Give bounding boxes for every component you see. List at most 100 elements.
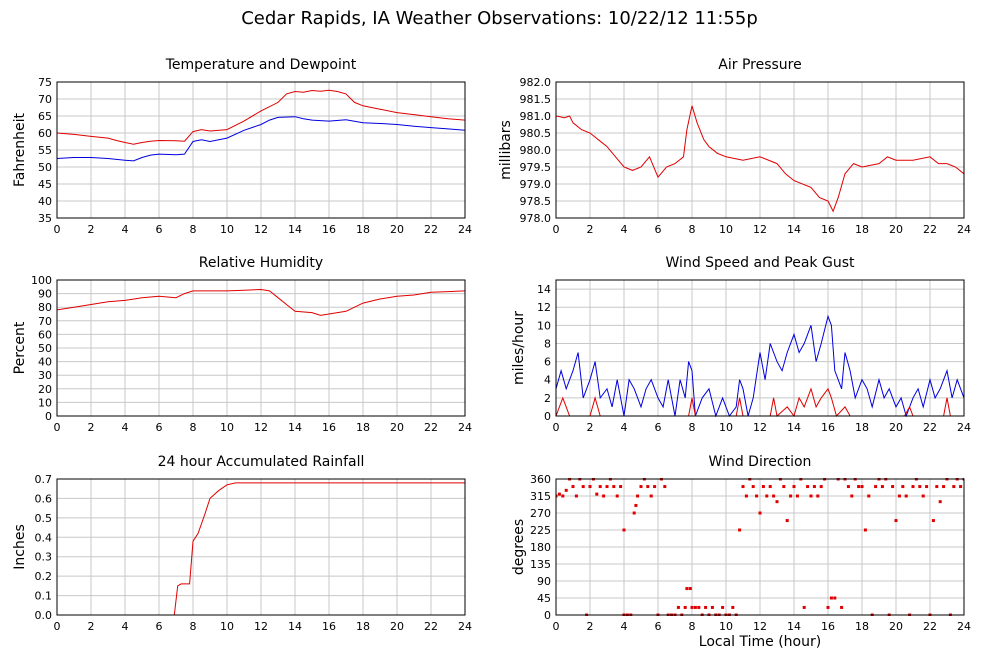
data-point	[561, 494, 565, 498]
y-axis-label: Inches	[12, 524, 28, 569]
x-tick-label: 6	[655, 421, 662, 434]
x-tick-label: 6	[156, 421, 163, 434]
x-tick-label: 24	[458, 421, 472, 434]
y-tick-label: 40	[38, 356, 52, 369]
x-tick-label: 22	[424, 421, 438, 434]
y-tick-label: 90	[38, 288, 52, 301]
data-point	[863, 528, 867, 532]
data-point	[744, 494, 748, 498]
x-tick-label: 6	[156, 223, 163, 236]
data-point	[772, 494, 776, 498]
data-point	[690, 605, 694, 609]
y-tick-label: 0.5	[35, 512, 53, 525]
x-tick-label: 18	[356, 223, 370, 236]
x-tick-label: 18	[356, 620, 370, 633]
y-tick-label: 4	[544, 374, 551, 387]
y-tick-label: 75	[38, 76, 52, 89]
series-group	[57, 288, 465, 316]
data-point	[571, 485, 575, 489]
x-tick-label: 0	[553, 223, 560, 236]
x-tick-label: 8	[190, 620, 197, 633]
data-point	[840, 605, 844, 609]
data-point	[891, 485, 895, 489]
y-tick-label: 0.3	[35, 551, 53, 564]
x-tick-label: 22	[923, 620, 937, 633]
x-tick-label: 0	[54, 421, 61, 434]
data-point	[693, 605, 697, 609]
x-tick-label: 22	[923, 421, 937, 434]
data-point	[806, 485, 810, 489]
data-point	[938, 500, 942, 504]
data-point	[812, 485, 816, 489]
plot-frame	[56, 279, 466, 417]
x-tick-label: 24	[957, 620, 971, 633]
x-tick-label: 0	[54, 620, 61, 633]
y-tick-label: 45	[38, 178, 52, 191]
x-tick-label: 4	[122, 620, 129, 633]
data-point	[918, 485, 922, 489]
data-point	[557, 492, 561, 496]
x-tick-label: 16	[322, 223, 336, 236]
y-tick-label: 0.2	[35, 570, 53, 583]
y-axis-label: degrees	[511, 519, 527, 575]
data-point	[935, 485, 939, 489]
data-point	[809, 494, 813, 498]
data-point	[833, 596, 837, 600]
y-tick-label: 0.7	[35, 473, 53, 486]
data-point	[952, 485, 956, 489]
y-tick-label: 135	[530, 558, 551, 571]
x-tick-label: 18	[855, 421, 869, 434]
data-point	[829, 596, 833, 600]
y-tick-label: 80	[38, 301, 52, 314]
y-axis-label: Percent	[12, 321, 28, 374]
data-point	[704, 605, 708, 609]
y-tick-label: 30	[38, 369, 52, 382]
data-point	[904, 494, 908, 498]
data-point	[819, 485, 823, 489]
page-title: Cedar Rapids, IA Weather Observations: 1…	[241, 8, 758, 29]
x-tick-label: 12	[254, 421, 268, 434]
x-tick-label: 8	[689, 620, 696, 633]
x-tick-label: 12	[753, 223, 767, 236]
y-tick-label: 100	[31, 274, 52, 287]
data-point	[925, 485, 929, 489]
data-point	[574, 494, 578, 498]
x-tick-label: 24	[458, 223, 472, 236]
data-point	[619, 485, 623, 489]
data-point	[826, 605, 830, 609]
x-tick-label: 24	[957, 421, 971, 434]
y-tick-label: 978.5	[520, 195, 552, 208]
x-tick-label: 0	[553, 620, 560, 633]
y-tick-label: 55	[38, 144, 52, 157]
data-point	[792, 485, 796, 489]
plot-frame	[56, 478, 466, 616]
data-point	[765, 494, 769, 498]
data-point	[653, 485, 657, 489]
data-point	[789, 494, 793, 498]
data-point	[795, 494, 799, 498]
x-tick-label: 10	[220, 223, 234, 236]
data-point	[605, 485, 609, 489]
y-tick-label: 60	[38, 328, 52, 341]
data-point	[867, 494, 871, 498]
x-tick-label: 22	[923, 223, 937, 236]
series-line-0	[57, 288, 465, 316]
x-tick-label: 20	[889, 620, 903, 633]
x-tick-label: 12	[254, 620, 268, 633]
x-tick-label: 16	[322, 421, 336, 434]
y-tick-label: 980.0	[520, 144, 552, 157]
x-tick-label: 20	[390, 421, 404, 434]
series-line-0	[57, 89, 465, 145]
data-point	[636, 494, 640, 498]
data-point	[874, 485, 878, 489]
y-tick-label: 35	[38, 212, 52, 225]
y-tick-label: 70	[38, 93, 52, 106]
x-tick-label: 8	[689, 223, 696, 236]
x-tick-label: 14	[787, 620, 801, 633]
data-point	[897, 494, 901, 498]
data-point	[581, 485, 585, 489]
data-point	[782, 485, 786, 489]
y-tick-label: 270	[530, 507, 551, 520]
